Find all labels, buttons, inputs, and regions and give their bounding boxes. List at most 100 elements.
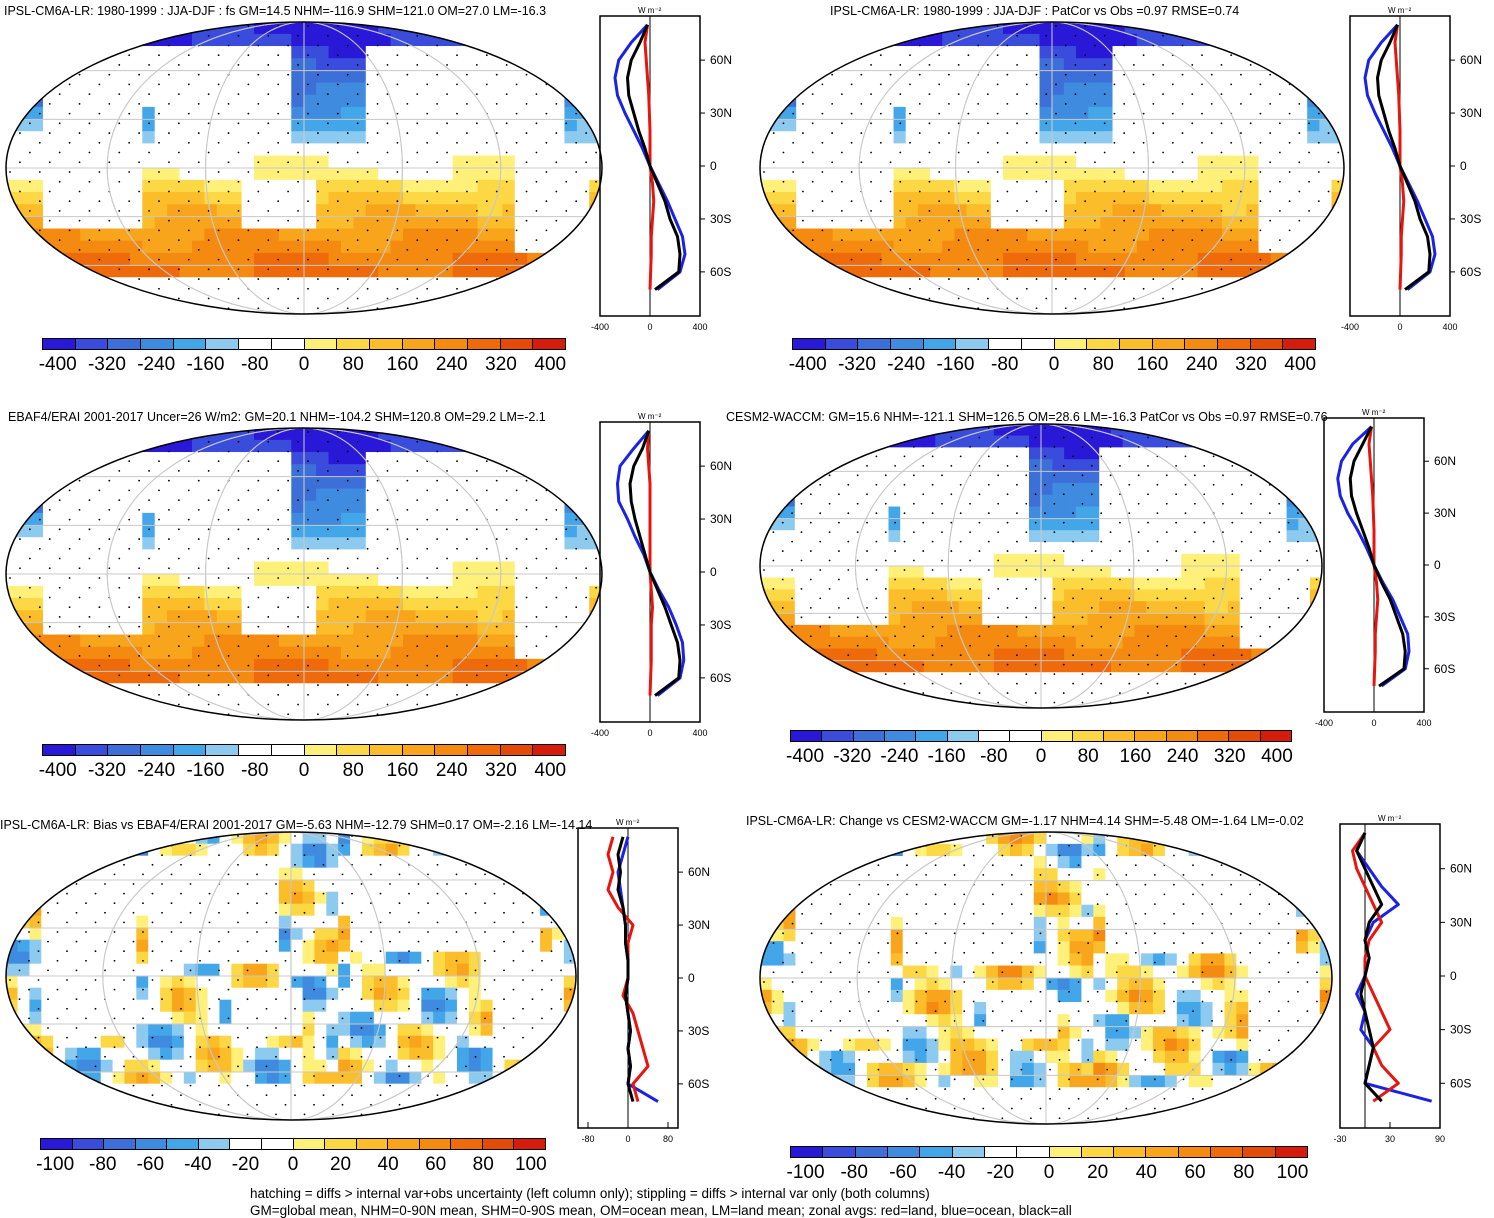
map-cell	[365, 143, 379, 157]
map-cell	[489, 252, 503, 266]
map-cell	[291, 634, 305, 648]
map-cell	[552, 671, 566, 684]
stipple-dot	[118, 64, 121, 66]
map-cell	[390, 240, 404, 254]
map-cell	[1149, 192, 1162, 205]
stipple-dot	[197, 161, 200, 164]
stipple-dot	[977, 248, 980, 251]
stipple-dot	[782, 239, 785, 242]
map-cell	[167, 610, 181, 623]
stipple-dot	[158, 460, 160, 463]
map-cell	[808, 252, 822, 266]
stipple-dot	[909, 287, 911, 290]
lat-label: 60N	[1460, 53, 1482, 67]
stipple-dot	[1103, 239, 1106, 242]
map-cell	[1307, 216, 1320, 230]
map-cell	[1173, 119, 1187, 132]
map-cell	[241, 671, 255, 684]
map-cell	[1124, 94, 1138, 108]
map-cell	[440, 301, 454, 314]
stipple-dot	[1230, 229, 1233, 232]
stipple-dot	[1259, 258, 1262, 261]
stipple-dot	[9, 635, 11, 638]
stipple-dot	[585, 161, 588, 164]
map-cell	[254, 549, 268, 563]
map-cell	[316, 228, 330, 242]
map-cell	[340, 525, 354, 538]
map-cell	[6, 277, 19, 290]
map-cell	[241, 94, 255, 108]
stipple-dot	[277, 258, 280, 261]
stipple-dot	[48, 248, 51, 251]
map-cell	[502, 277, 516, 290]
map-cell	[1112, 46, 1126, 59]
map-cell	[771, 167, 785, 181]
map-cell	[167, 216, 181, 230]
map-cell	[440, 671, 454, 684]
map-cell	[452, 240, 466, 254]
map-cell	[808, 265, 822, 278]
map-cell	[440, 228, 454, 242]
map-cell	[316, 33, 330, 47]
map-cell	[1270, 277, 1284, 290]
map-cell	[92, 707, 106, 720]
map-cell	[353, 70, 367, 84]
map-cell	[514, 549, 528, 563]
map-cell	[930, 46, 943, 59]
map-cell	[390, 646, 404, 660]
stipple-dot	[307, 171, 309, 173]
map-cell	[1051, 289, 1065, 303]
map-cell	[990, 277, 1004, 290]
map-cell	[167, 683, 181, 696]
map-cell	[80, 598, 94, 611]
map-cell	[204, 476, 218, 490]
stipple-dot	[446, 210, 448, 212]
colorbar-label: -80	[991, 354, 1019, 375]
stipple-dot	[811, 180, 814, 183]
map-cell	[378, 33, 392, 47]
stipple-dot	[326, 64, 329, 66]
stipple-dot	[118, 239, 121, 242]
stipple-dot	[217, 54, 220, 57]
map-cell	[514, 119, 528, 132]
map-cell	[784, 252, 797, 266]
stipple-dot	[763, 229, 765, 232]
map-cell	[917, 82, 931, 96]
map-cell	[204, 228, 218, 242]
map-cell	[514, 94, 528, 108]
map-cell	[117, 512, 131, 526]
map-cell	[67, 228, 81, 242]
map-cell	[489, 240, 503, 254]
stipple-dot	[366, 171, 369, 173]
stipple-dot	[1162, 297, 1164, 300]
map-cell	[154, 658, 168, 672]
stipple-dot	[1249, 151, 1252, 154]
map-cell	[142, 452, 156, 465]
stipple-dot	[78, 713, 81, 716]
map-cell	[291, 143, 305, 157]
stipple-dot	[1094, 132, 1096, 134]
map-cell	[1209, 204, 1223, 217]
map-cell	[254, 512, 268, 526]
map-cell	[465, 598, 479, 611]
stipple-dot	[1171, 229, 1174, 232]
map-cell	[808, 70, 822, 84]
map	[5, 21, 603, 315]
stipple-dot	[485, 141, 488, 144]
map-cell	[55, 119, 69, 132]
stipple-dot	[1220, 122, 1223, 125]
stipple-dot	[1278, 34, 1281, 37]
stipple-dot	[68, 229, 71, 232]
map-cell	[254, 439, 268, 453]
map-cell	[55, 33, 69, 47]
stipple-dot	[505, 93, 508, 96]
map-cell	[1051, 70, 1065, 84]
stipple-dot	[227, 278, 230, 280]
map-cell	[1282, 131, 1296, 144]
stipple-dot	[456, 171, 458, 173]
map-cell	[1319, 70, 1333, 84]
map-cell	[452, 671, 466, 684]
map-cell	[191, 476, 205, 490]
map-cell	[30, 598, 44, 611]
map-cell	[67, 671, 81, 684]
